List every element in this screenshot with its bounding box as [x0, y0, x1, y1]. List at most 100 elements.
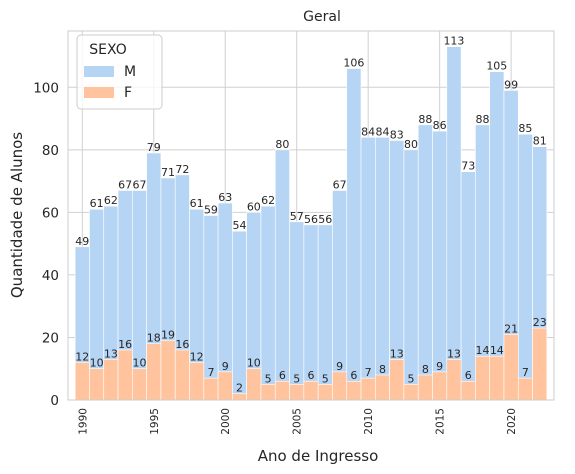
data-label-m-2014: 88 — [418, 113, 432, 126]
x-tick-label-2015: 2015 — [435, 408, 447, 435]
bar-f-2006 — [303, 380, 319, 401]
bar-f-1991 — [89, 368, 105, 401]
data-label-f-2009: 6 — [350, 369, 357, 382]
x-tick-label-2020: 2020 — [506, 408, 518, 435]
bar-f-2017 — [460, 380, 476, 401]
data-label-m-2004: 80 — [275, 138, 289, 151]
legend: SEXO M F — [76, 34, 163, 110]
bar-f-2010 — [360, 377, 376, 401]
x-tick-label-1995: 1995 — [149, 408, 161, 435]
bar-m-2003 — [260, 205, 276, 401]
data-label-m-2002: 60 — [247, 200, 261, 213]
data-label-f-2019: 14 — [490, 344, 504, 357]
legend-label-f: F — [124, 85, 132, 101]
bar-f-2014 — [417, 374, 433, 401]
data-label-f-2007: 5 — [322, 372, 329, 385]
data-label-m-1990: 49 — [75, 235, 89, 248]
data-label-m-2012: 83 — [390, 128, 404, 141]
data-label-m-2011: 84 — [375, 125, 389, 138]
data-label-f-2002: 10 — [247, 357, 261, 370]
data-label-f-1993: 16 — [118, 338, 132, 351]
data-label-m-2005: 57 — [290, 210, 304, 223]
legend-swatch-f — [84, 87, 114, 98]
x-axis-ticks: 1990 1995 2000 2005 2010 2015 2020 — [77, 408, 518, 435]
bar-m-2021 — [517, 133, 533, 401]
bar-f-2008 — [332, 371, 348, 401]
data-label-m-2006: 56 — [304, 213, 318, 226]
data-label-f-1999: 7 — [207, 366, 214, 379]
bar-f-2011 — [375, 374, 390, 401]
bar-m-2013 — [403, 149, 419, 401]
bars-series-m — [74, 46, 548, 401]
y-axis-ticks: 0 20 40 60 80 100 — [33, 80, 59, 409]
bar-m-2014 — [417, 124, 433, 401]
data-label-f-1992: 13 — [104, 347, 118, 360]
y-tick-label-60: 60 — [42, 205, 59, 221]
data-label-f-1991: 10 — [90, 357, 104, 370]
data-label-f-2003: 5 — [265, 372, 272, 385]
data-label-m-1999: 59 — [204, 204, 218, 217]
data-label-m-1993: 67 — [118, 178, 132, 191]
data-label-m-2003: 62 — [261, 194, 275, 207]
bar-f-2005 — [289, 384, 305, 401]
bar-f-2019 — [489, 355, 505, 401]
x-axis-label: Ano de Ingresso — [258, 447, 379, 465]
data-label-m-2001: 54 — [233, 219, 247, 232]
data-label-f-1996: 19 — [161, 329, 175, 342]
bar-f-1999 — [203, 377, 219, 401]
data-label-m-2016: 113 — [443, 35, 464, 48]
data-label-f-2014: 8 — [422, 363, 429, 376]
data-label-m-1995: 79 — [147, 141, 161, 154]
bar-f-1994 — [132, 368, 147, 401]
data-label-f-2016: 13 — [447, 347, 461, 360]
data-label-m-1997: 72 — [175, 163, 189, 176]
bar-f-2021 — [517, 377, 533, 401]
x-tick-label-2010: 2010 — [363, 408, 375, 435]
data-label-f-2000: 9 — [222, 360, 229, 373]
bar-f-2020 — [503, 334, 519, 401]
bar-m-2004 — [274, 149, 290, 401]
bar-m-2001 — [232, 230, 247, 401]
bar-f-2003 — [260, 384, 276, 401]
legend-title: SEXO — [89, 42, 126, 58]
data-label-m-2022: 81 — [533, 135, 547, 148]
bar-f-1997 — [174, 349, 190, 401]
data-label-f-2010: 7 — [365, 366, 372, 379]
bar-f-1998 — [189, 362, 205, 401]
data-label-m-2015: 86 — [433, 119, 447, 132]
x-tick-label-2000: 2000 — [220, 408, 232, 435]
data-label-f-1994: 10 — [132, 357, 146, 370]
data-label-m-2020: 99 — [504, 78, 518, 91]
plot-frame — [67, 30, 555, 401]
y-axis-label: Quantidade de Alunos — [8, 132, 26, 298]
bar-f-1993 — [117, 349, 133, 401]
x-tick-label-1990: 1990 — [77, 408, 89, 435]
bar-f-1990 — [74, 362, 90, 401]
legend-swatch-m — [84, 66, 114, 77]
data-label-f-1990: 12 — [75, 350, 89, 363]
bar-f-2004 — [274, 380, 290, 401]
bar-f-2018 — [475, 355, 490, 401]
data-label-m-2018: 88 — [476, 113, 490, 126]
data-label-f-1995: 18 — [147, 332, 161, 345]
data-label-f-2018: 14 — [476, 344, 490, 357]
data-label-m-2013: 80 — [404, 138, 418, 151]
y-tick-label-100: 100 — [33, 80, 59, 96]
y-tick-label-20: 20 — [42, 330, 59, 346]
y-tick-label-0: 0 — [50, 393, 59, 409]
bar-f-2012 — [389, 359, 405, 401]
data-label-f-2006: 6 — [308, 369, 315, 382]
bar-f-2013 — [403, 384, 419, 401]
bar-f-1995 — [146, 343, 162, 401]
chart-title: Geral — [303, 9, 341, 25]
bar-m-2009 — [346, 68, 362, 401]
data-label-m-1991: 61 — [90, 197, 104, 210]
data-label-m-1992: 62 — [104, 194, 118, 207]
data-label-m-2019: 105 — [486, 60, 507, 73]
data-label-f-2017: 6 — [465, 369, 472, 382]
data-label-m-1994: 67 — [132, 178, 146, 191]
bars-series-f — [74, 327, 548, 401]
